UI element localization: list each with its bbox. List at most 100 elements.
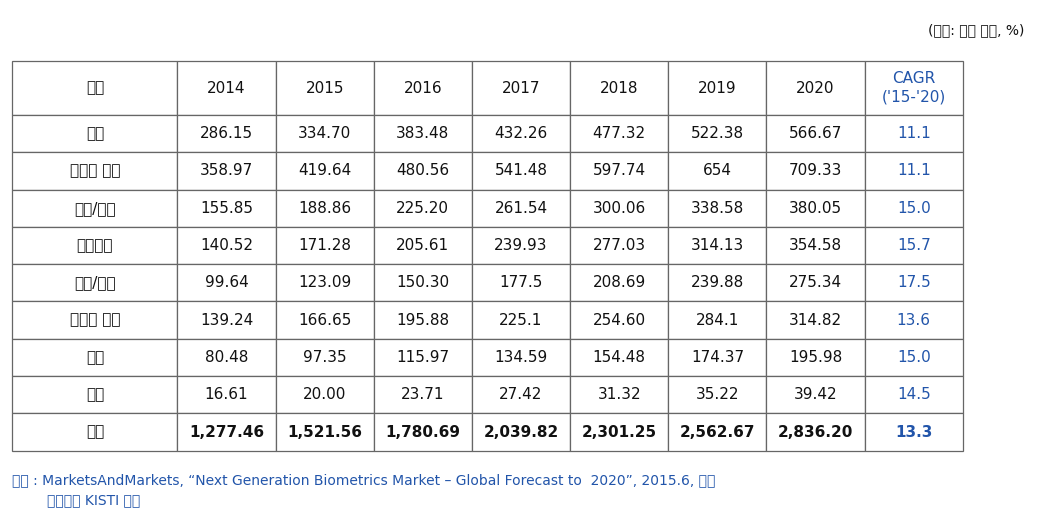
Bar [766,115,865,152]
Bar [668,61,766,115]
Bar [668,227,766,264]
Text: 239.88: 239.88 [691,275,744,290]
Text: 239.93: 239.93 [495,238,548,253]
Text: 115.97: 115.97 [396,350,449,365]
Text: 195.88: 195.88 [396,313,449,328]
Text: 1,277.46: 1,277.46 [189,425,264,439]
Bar [570,227,668,264]
Text: 15.0: 15.0 [897,350,930,365]
Text: 출입국 심사: 출입국 심사 [69,164,120,178]
Bar [12,339,177,376]
Bar [570,413,668,451]
Bar [12,376,177,413]
Text: 171.28: 171.28 [299,238,352,253]
Bar [472,264,570,301]
Text: 155.85: 155.85 [200,201,253,216]
Text: 2017: 2017 [502,81,540,96]
Bar [276,61,373,115]
Bar [570,376,668,413]
Bar [570,264,668,301]
Text: 15.7: 15.7 [897,238,930,253]
Bar [472,301,570,339]
Text: 354.58: 354.58 [789,238,842,253]
Text: 2,562.67: 2,562.67 [679,425,755,439]
Bar [570,339,668,376]
Bar [373,376,472,413]
Bar [276,264,373,301]
Bar [570,61,668,115]
Text: 군사/국방: 군사/국방 [74,201,116,216]
Bar [373,190,472,227]
Bar [766,264,865,301]
Text: 39.42: 39.42 [793,387,837,402]
Bar [472,115,570,152]
Text: 139.24: 139.24 [200,313,253,328]
Bar [276,227,373,264]
Bar [177,339,276,376]
Text: 17.5: 17.5 [897,275,930,290]
Bar [276,190,373,227]
Text: 140.52: 140.52 [200,238,253,253]
Text: 합계: 합계 [86,425,104,439]
Bar [177,152,276,190]
Bar [668,115,766,152]
Bar [177,376,276,413]
Text: 208.69: 208.69 [592,275,646,290]
Bar [12,152,177,190]
Bar [373,413,472,451]
Text: 338.58: 338.58 [691,201,744,216]
Bar [570,115,668,152]
Bar [570,152,668,190]
Text: 134.59: 134.59 [495,350,548,365]
Text: 23.71: 23.71 [401,387,445,402]
Bar [472,376,570,413]
Text: 225.20: 225.20 [396,201,449,216]
Bar [865,115,962,152]
Text: 174.37: 174.37 [691,350,744,365]
Bar [766,227,865,264]
Bar [276,301,373,339]
Bar [12,301,177,339]
Bar [276,339,373,376]
Text: 541.48: 541.48 [495,164,548,178]
Bar [766,413,865,451]
Text: 2019: 2019 [698,81,736,96]
Text: 154.48: 154.48 [593,350,646,365]
Text: 284.1: 284.1 [696,313,739,328]
Text: 166.65: 166.65 [298,313,352,328]
Text: 177.5: 177.5 [500,275,542,290]
Bar [865,61,962,115]
Text: 480.56: 480.56 [396,164,449,178]
Text: 380.05: 380.05 [789,201,842,216]
Bar [177,301,276,339]
Text: 11.1: 11.1 [897,126,930,141]
Text: 314.13: 314.13 [691,238,744,253]
Bar [373,264,472,301]
Text: 314.82: 314.82 [789,313,842,328]
Bar [373,152,472,190]
Bar [668,264,766,301]
Text: 654: 654 [703,164,732,178]
Bar [12,413,177,451]
Text: 195.98: 195.98 [789,350,842,365]
Bar [177,190,276,227]
Text: 35.22: 35.22 [696,387,739,402]
Text: 419.64: 419.64 [298,164,352,178]
Bar [766,190,865,227]
Text: 15.0: 15.0 [897,201,930,216]
Bar [668,152,766,190]
Text: 80.48: 80.48 [205,350,248,365]
Text: 709.33: 709.33 [789,164,842,178]
Bar [668,339,766,376]
Text: 1,780.69: 1,780.69 [386,425,460,439]
Text: 14.5: 14.5 [897,387,930,402]
Bar [12,190,177,227]
Bar [766,301,865,339]
Text: 261.54: 261.54 [495,201,548,216]
Text: 13.6: 13.6 [897,313,931,328]
Bar [472,190,570,227]
Bar [472,413,570,451]
Bar [766,61,865,115]
Text: 432.26: 432.26 [495,126,548,141]
Bar [12,61,177,115]
